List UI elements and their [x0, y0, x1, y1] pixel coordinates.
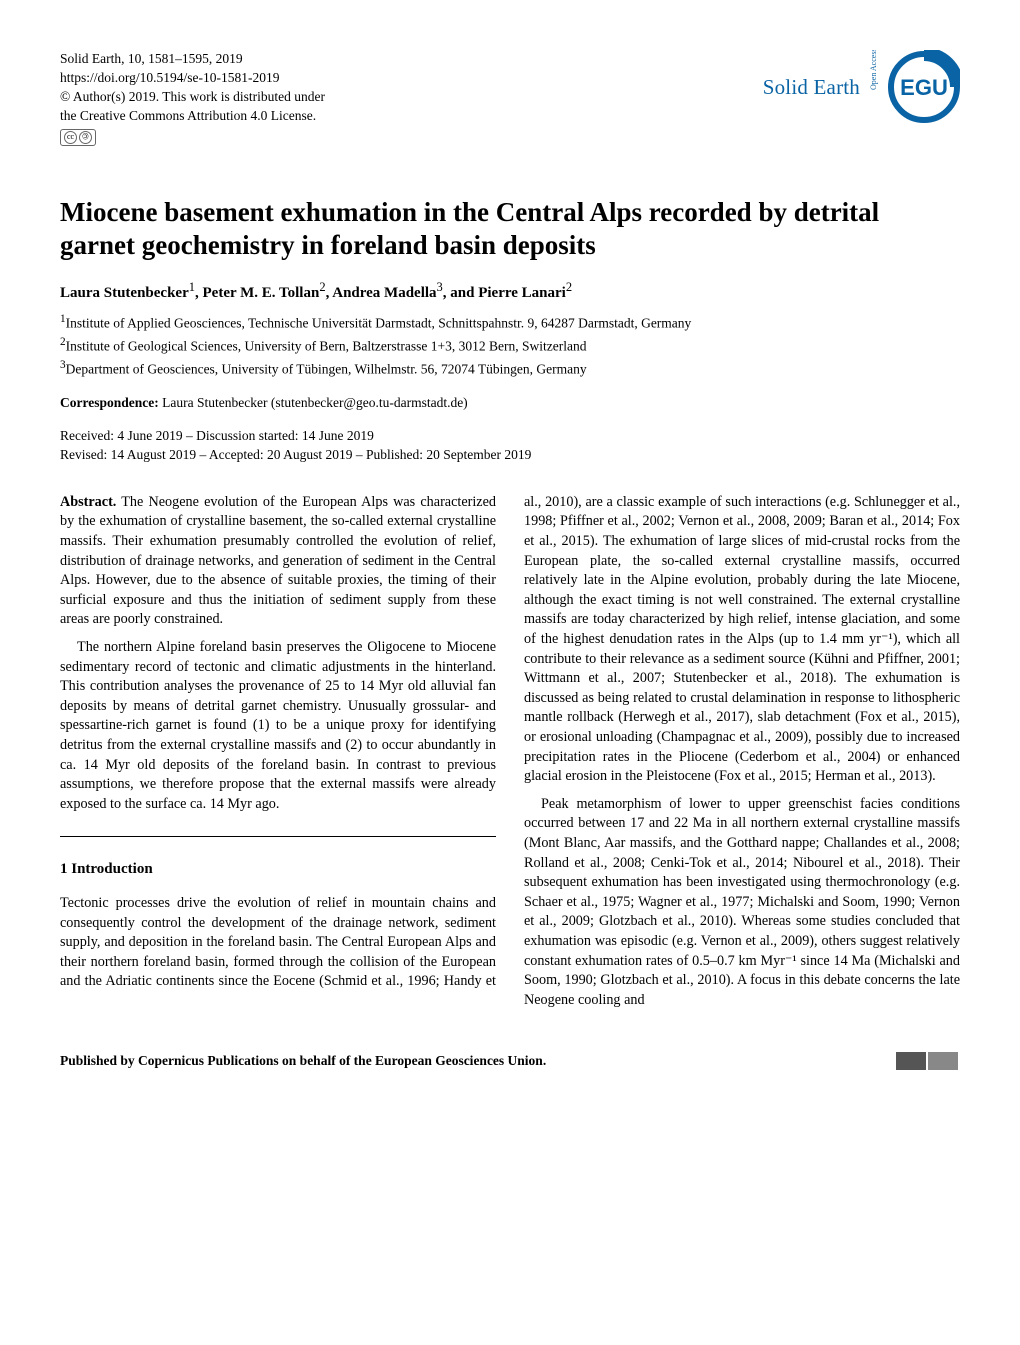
abstract-p2: The northern Alpine foreland basin prese… [60, 638, 496, 814]
egu-logo-icon: Open Access EGU [870, 50, 960, 124]
journal-name: Solid Earth [763, 73, 860, 101]
header: Solid Earth, 10, 1581–1595, 2019 https:/… [60, 50, 960, 146]
affiliation-3: 3Department of Geosciences, University o… [60, 357, 960, 379]
section-1-heading: 1 Introduction [60, 859, 496, 880]
dates-line-1: Received: 4 June 2019 – Discussion start… [60, 426, 960, 446]
egu-text: EGU [900, 75, 948, 100]
abstract-label: Abstract. [60, 494, 116, 510]
affiliation-2: 2Institute of Geological Sciences, Unive… [60, 334, 960, 356]
body-columns: Abstract. The Neogene evolution of the E… [60, 493, 960, 1010]
author-list: Laura Stutenbecker1, Peter M. E. Tollan2… [60, 279, 960, 303]
abstract-separator [60, 836, 496, 837]
article-title: Miocene basement exhumation in the Centr… [60, 196, 960, 264]
affiliations-block: 1Institute of Applied Geosciences, Techn… [60, 311, 960, 379]
correspondence-label: Correspondence: [60, 395, 159, 410]
copyright-line: © Author(s) 2019. This work is distribut… [60, 88, 325, 107]
article-dates: Received: 4 June 2019 – Discussion start… [60, 426, 960, 465]
journal-logo-block: Solid Earth Open Access EGU [763, 50, 960, 124]
abstract-p1: Abstract. The Neogene evolution of the E… [60, 493, 496, 630]
abstract-p1-text: The Neogene evolution of the European Al… [60, 494, 496, 628]
footer-logo-icon [896, 1046, 960, 1076]
open-access-label: Open Access [870, 50, 878, 90]
license-line: the Creative Commons Attribution 4.0 Lic… [60, 107, 325, 126]
cc-license-badge: cc 🄯 [60, 129, 96, 146]
citation-line: Solid Earth, 10, 1581–1595, 2019 [60, 50, 325, 69]
footer-text: Published by Copernicus Publications on … [60, 1052, 546, 1070]
doi-line: https://doi.org/10.5194/se-10-1581-2019 [60, 69, 325, 88]
correspondence-text: Laura Stutenbecker (stutenbecker@geo.tu-… [159, 395, 468, 410]
citation-block: Solid Earth, 10, 1581–1595, 2019 https:/… [60, 50, 325, 146]
correspondence-line: Correspondence: Laura Stutenbecker (stut… [60, 394, 960, 412]
page-footer: Published by Copernicus Publications on … [60, 1046, 960, 1076]
intro-p2: Peak metamorphism of lower to upper gree… [524, 795, 960, 1011]
cc-icon: cc [64, 131, 77, 144]
dates-line-2: Revised: 14 August 2019 – Accepted: 20 A… [60, 445, 960, 465]
affiliation-1: 1Institute of Applied Geosciences, Techn… [60, 311, 960, 333]
by-icon: 🄯 [79, 131, 92, 144]
